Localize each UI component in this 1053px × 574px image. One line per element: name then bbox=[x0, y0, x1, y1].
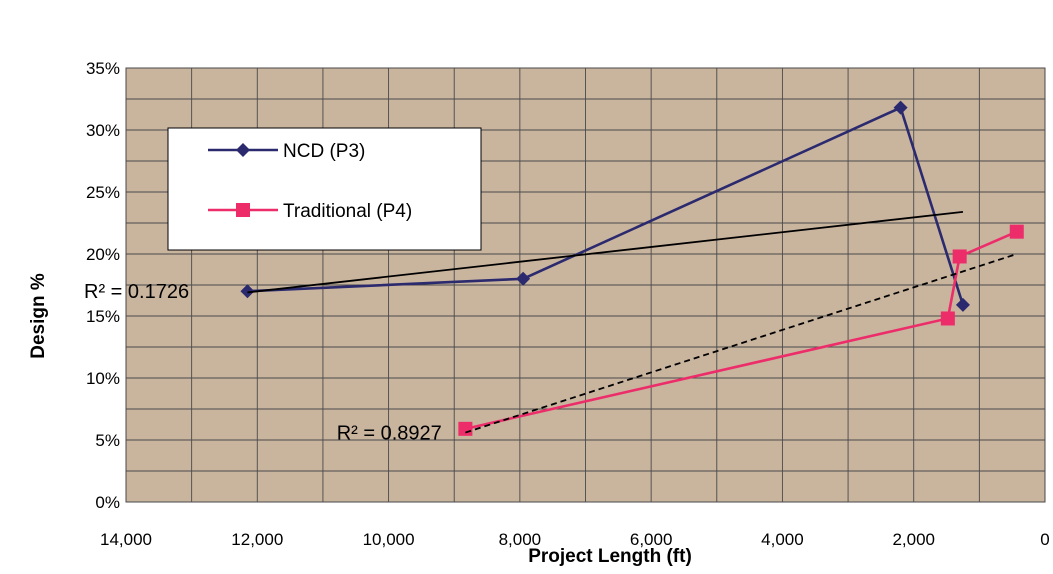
r2-label-ncd: R² = 0.1726 bbox=[84, 281, 189, 303]
y-tick-labels: 0% 5% 10% 15% 20% 25% 30% 35% bbox=[86, 59, 120, 512]
y-tick-label: 5% bbox=[95, 431, 120, 450]
y-tick-label: 15% bbox=[86, 307, 120, 326]
r2-annotations: R² = 0.1726 R² = 0.8927 bbox=[84, 281, 442, 444]
x-tick-label: 12,000 bbox=[231, 530, 283, 549]
y-axis-title: Design % bbox=[28, 273, 49, 359]
data-point-ncd bbox=[893, 100, 908, 115]
x-tick-label: 2,000 bbox=[892, 530, 935, 549]
x-tick-labels: 14,000 12,000 10,000 8,000 6,000 4,000 2,000 0 bbox=[100, 530, 1050, 549]
x-tick-label: 14,000 bbox=[100, 530, 152, 549]
trendline-ncd bbox=[247, 210, 964, 294]
x-tick-label: 6,000 bbox=[630, 530, 673, 549]
data-point-ncd bbox=[240, 284, 255, 299]
legend-marker-traditional bbox=[236, 203, 250, 217]
data-point-traditional bbox=[940, 311, 955, 326]
x-tick-label: 4,000 bbox=[761, 530, 804, 549]
legend-box bbox=[167, 127, 482, 251]
trendline-layer bbox=[247, 210, 1018, 434]
x-tick-label: 8,000 bbox=[499, 530, 542, 549]
x-tick-label: 10,000 bbox=[363, 530, 415, 549]
y-tick-label: 10% bbox=[86, 369, 120, 388]
legend-marker-ncd bbox=[236, 143, 250, 157]
data-point-ncd bbox=[516, 271, 531, 286]
series-line-traditional bbox=[465, 230, 1018, 431]
trendline-traditional bbox=[465, 253, 1018, 434]
data-point-traditional bbox=[458, 421, 473, 436]
r2-label-traditional: R² = 0.8927 bbox=[337, 423, 442, 445]
x-tick-label: 0 bbox=[1040, 530, 1049, 549]
y-tick-label: 0% bbox=[95, 493, 120, 512]
series-line-ncd bbox=[247, 105, 965, 306]
data-point-traditional bbox=[952, 249, 967, 264]
legend-label-traditional: Traditional (P4) bbox=[283, 201, 412, 222]
y-tick-label: 35% bbox=[86, 59, 120, 78]
legend: NCD (P3) Traditional (P4) bbox=[167, 127, 482, 251]
legend-label-ncd: NCD (P3) bbox=[283, 141, 365, 162]
series-layer bbox=[240, 100, 1024, 436]
x-axis-title: Project Length (ft) bbox=[528, 546, 692, 567]
y-tick-label: 30% bbox=[86, 121, 120, 140]
data-point-ncd bbox=[955, 297, 970, 312]
y-tick-label: 25% bbox=[86, 183, 120, 202]
y-tick-label: 20% bbox=[86, 245, 120, 264]
data-point-traditional bbox=[1009, 224, 1024, 239]
